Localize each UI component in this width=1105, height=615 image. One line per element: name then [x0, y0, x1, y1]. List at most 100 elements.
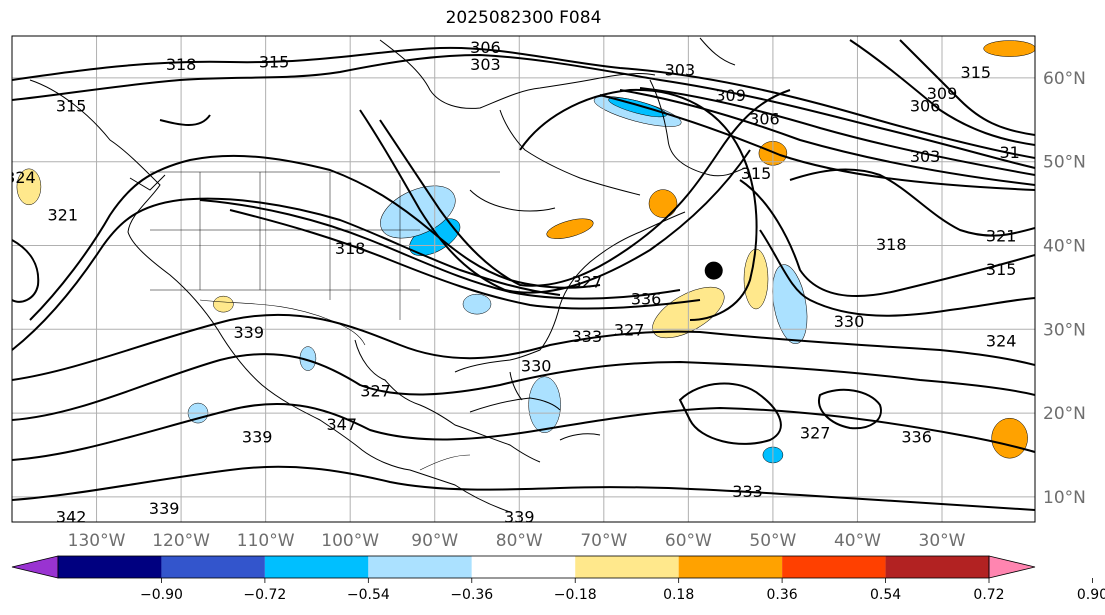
colorbar-tick-label: 0.18 [663, 587, 694, 603]
shaded-region [16, 168, 42, 206]
position-marker [704, 261, 723, 280]
contour-label: 318 [335, 239, 366, 258]
latitude-tick-label: 30°N [1043, 320, 1086, 340]
shaded-region [546, 218, 594, 239]
colorbar-tick-label: −0.18 [554, 587, 597, 603]
contour-label: 327 [572, 273, 603, 292]
shaded-region [213, 295, 234, 313]
contour-label: 306 [470, 38, 501, 57]
latitude-labels: 60°N 50°N 40°N 30°N 20°N 10°N [1043, 69, 1086, 508]
contour-label: 342 [56, 507, 87, 526]
contour-label: 327 [614, 320, 645, 339]
contour-label: 306 [910, 97, 941, 116]
colorbar-low-extend [11, 555, 59, 579]
longitude-tick-label: 60°W [665, 531, 712, 551]
contour-label: 339 [149, 499, 180, 518]
colorbar-tick-label: −0.54 [347, 587, 390, 603]
contour-label: 315 [961, 63, 992, 82]
longitude-tick-label: 110°W [237, 531, 295, 551]
contour-label: 31 [999, 143, 1019, 162]
contour-label: 347 [326, 415, 357, 434]
latitude-tick-label: 40°N [1043, 236, 1086, 256]
shaded-region [983, 40, 1035, 57]
colorbar-outline [57, 555, 990, 579]
contour-lines [12, 39, 1035, 511]
colorbar-tick-label: 0.90 [1077, 587, 1105, 603]
contour-label: 324 [5, 168, 36, 187]
shaded-region [991, 417, 1028, 459]
longitude-tick-label: 90°W [411, 531, 458, 551]
latitude-tick-label: 10°N [1043, 488, 1086, 508]
colorbar-segment [782, 556, 886, 578]
coastlines [29, 37, 746, 513]
longitude-tick-label: 130°W [68, 531, 126, 551]
contour-label: 330 [834, 312, 865, 331]
contour-label: 339 [233, 323, 264, 342]
contour-label: 321 [986, 227, 1017, 246]
latitude-tick-label: 60°N [1043, 69, 1086, 89]
gridlines [12, 36, 1035, 522]
map-panel [12, 36, 1035, 522]
shaded-region [743, 248, 769, 310]
contour-label: 339 [504, 507, 535, 526]
longitude-tick-label: 40°W [834, 531, 881, 551]
colorbar-segment [368, 556, 472, 578]
contour-label: 303 [470, 55, 501, 74]
contour-label: 315 [986, 260, 1017, 279]
contour-label: 336 [631, 289, 662, 308]
colorbar-tick-label: 0.36 [767, 587, 798, 603]
shaded-region [772, 264, 808, 344]
longitude-tick-label: 120°W [152, 531, 210, 551]
contour-label: 318 [876, 235, 907, 254]
contour-label: 327 [360, 382, 391, 401]
contour-label: 303 [665, 61, 696, 80]
latitude-tick-label: 50°N [1043, 153, 1086, 173]
contour-label: 330 [521, 356, 552, 375]
longitude-tick-label: 100°W [321, 531, 379, 551]
colorbar: −0.90 −0.72 −0.54 −0.36 −0.18 0.18 0.36 0.54 0.7… [11, 555, 1105, 603]
shaded-region [462, 293, 492, 315]
colorbar-tick-label: −0.36 [450, 587, 493, 603]
position-dot [704, 261, 723, 280]
longitude-tick-label: 80°W [496, 531, 543, 551]
contour-label: 327 [800, 424, 831, 443]
contour-label: 333 [732, 482, 763, 501]
colorbar-segment [264, 556, 369, 578]
contour-label: 339 [242, 428, 273, 447]
shaded-region [380, 185, 456, 239]
colorbar-segment [885, 556, 989, 578]
latitude-tick-label: 20°N [1043, 404, 1086, 424]
colorbar-segment [471, 556, 576, 578]
contour-label: 309 [927, 84, 958, 103]
contour-label: 306 [749, 109, 780, 128]
contour-label: 318 [166, 55, 197, 74]
colorbar-tick-label: 0.54 [870, 587, 901, 603]
colorbar-segment [575, 556, 679, 578]
colorbar-segment [58, 556, 162, 578]
colorbar-tick-label: −0.90 [140, 587, 183, 603]
contour-label: 324 [986, 331, 1017, 350]
contour-label: 336 [901, 428, 932, 447]
contour-label: 321 [47, 206, 78, 225]
longitude-tick-label: 70°W [580, 531, 627, 551]
contour-label: 315 [56, 97, 87, 116]
colorbar-tick-label: −0.72 [243, 587, 286, 603]
contour-label: 309 [715, 86, 746, 105]
shaded-region [528, 376, 561, 433]
map-title: 2025082300 F084 [445, 8, 602, 28]
longitude-tick-label: 50°W [749, 531, 796, 551]
shaded-region [608, 97, 667, 118]
colorbar-segment [161, 556, 265, 578]
shaded-region [648, 189, 678, 218]
longitude-labels: 130°W 120°W 110°W 100°W 90°W 80°W 70°W 60°W 50°W… [68, 531, 966, 551]
contour-label: 315 [741, 164, 772, 183]
contour-label: 333 [572, 327, 603, 346]
colorbar-high-extend [988, 555, 1036, 579]
colorbar-tick-label: 0.72 [973, 587, 1004, 603]
map-frame [11, 35, 1036, 523]
longitude-tick-label: 30°W [919, 531, 966, 551]
colorbar-segment [678, 556, 783, 578]
shaded-field [16, 40, 1035, 464]
